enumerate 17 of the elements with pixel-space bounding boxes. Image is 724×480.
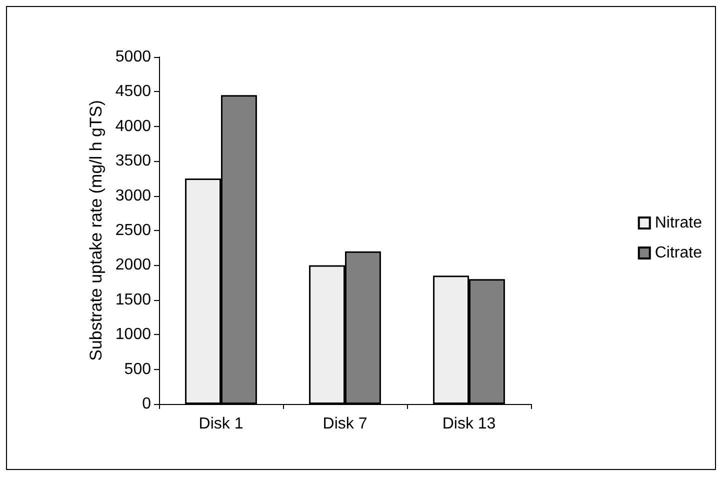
legend-label: Citrate: [654, 244, 702, 262]
x-tick-label: Disk 7: [322, 416, 368, 432]
y-tick-label: 4500: [115, 83, 152, 100]
x-tick-label: Disk 13: [442, 416, 496, 432]
y-tick-label: 4000: [115, 118, 152, 135]
y-tick-label: 2500: [115, 222, 152, 239]
y-tick-label: 5000: [115, 48, 152, 66]
y-tick-label: 1000: [115, 326, 152, 344]
y-tick-label: 2000: [115, 256, 152, 274]
y-tick-label: 0: [142, 396, 152, 412]
y-tick-label: 3000: [115, 187, 152, 204]
y-tick-label: 1500: [115, 291, 152, 308]
y-tick-label: 500: [124, 360, 152, 378]
legend-label: Nitrate: [654, 214, 702, 232]
y-tick-label: 3500: [115, 152, 152, 170]
x-tick-label: Disk 1: [198, 416, 244, 432]
y-axis-title: Substrate uptake rate (mg/l h gTS): [86, 100, 106, 361]
